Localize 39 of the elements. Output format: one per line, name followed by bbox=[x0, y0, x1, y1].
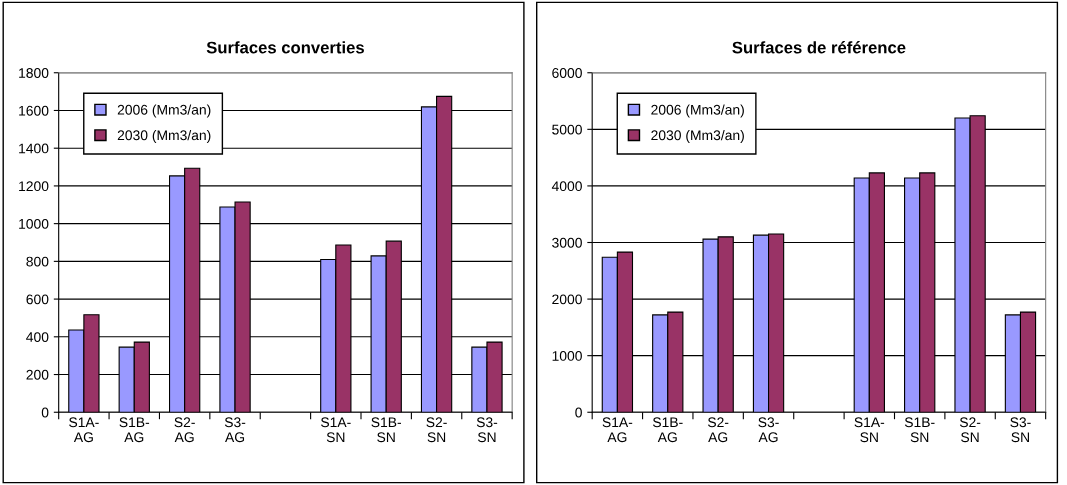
legend-label: 2030 (Mm3/an) bbox=[117, 129, 211, 143]
y-tick-label: 2000 bbox=[552, 294, 582, 305]
y-tick-label: 4000 bbox=[551, 181, 582, 192]
x-tick-label: S1A- AG bbox=[69, 417, 99, 443]
y-tick-label: 1400 bbox=[19, 143, 49, 154]
y-tick-label: 0 bbox=[41, 407, 49, 418]
x-tick-label: S1B- SN bbox=[904, 417, 935, 443]
x-tick-label: S3- AG bbox=[224, 417, 246, 443]
x-tick-label: S2- AG bbox=[707, 417, 729, 443]
y-tick-label: 1800 bbox=[19, 68, 49, 78]
x-tick-label: S3- AG bbox=[758, 417, 779, 443]
y-tick-label: 400 bbox=[26, 332, 49, 342]
x-tick-label: S2- SN bbox=[426, 417, 447, 443]
x-tick-label: S1A- AG bbox=[602, 417, 633, 443]
chart-title: Surfaces de référence bbox=[732, 41, 906, 54]
x-tick-label: S1A- SN bbox=[854, 417, 885, 443]
legend-label: 2006 (Mm3/an) bbox=[651, 104, 744, 118]
x-tick-label: S3- SN bbox=[476, 417, 498, 443]
y-tick-label: 1600 bbox=[19, 105, 49, 116]
y-tick-label: 6000 bbox=[552, 68, 582, 78]
y-tick-label: 1200 bbox=[19, 181, 49, 192]
y-tick-label: 1000 bbox=[552, 351, 582, 361]
y-tick-label: 200 bbox=[26, 369, 49, 380]
y-tick-label: 5000 bbox=[552, 124, 582, 135]
y-tick-label: 0 bbox=[575, 407, 582, 418]
x-tick-label: S1B- AG bbox=[119, 417, 150, 443]
x-tick-label: S2- AG bbox=[174, 417, 195, 443]
x-tick-label: S1B- AG bbox=[652, 417, 683, 443]
legend-label: 2030 (Mm3/an) bbox=[651, 129, 744, 143]
x-tick-label: S3- SN bbox=[1010, 417, 1031, 443]
x-tick-label: S1A- SN bbox=[321, 417, 351, 443]
legend-label: 2006 (Mm3/an) bbox=[117, 104, 211, 118]
chart-title: Surfaces converties bbox=[206, 41, 364, 54]
x-tick-label: S2- SN bbox=[959, 417, 981, 443]
y-tick-label: 1000 bbox=[19, 218, 49, 229]
y-tick-label: 600 bbox=[26, 294, 49, 305]
y-tick-label: 800 bbox=[26, 256, 49, 267]
y-tick-label: 3000 bbox=[552, 237, 582, 248]
x-tick-label: S1B- SN bbox=[371, 417, 402, 443]
